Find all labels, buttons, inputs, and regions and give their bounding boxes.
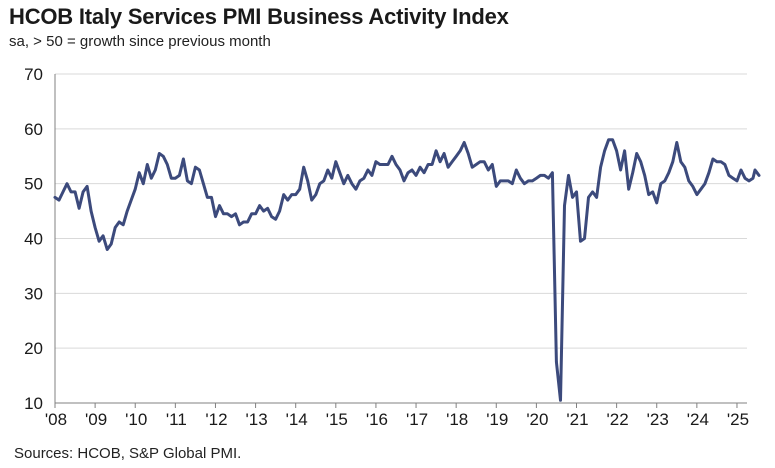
y-tick-label: 20	[24, 339, 43, 358]
x-tick-label: '14	[286, 410, 308, 429]
x-tick-label: '20	[526, 410, 548, 429]
x-tick-label: '18	[446, 410, 468, 429]
y-axis: 10 20 30 40 50 60 70	[24, 65, 43, 413]
y-tick-label: 40	[24, 230, 43, 249]
chart-title: HCOB Italy Services PMI Business Activit…	[9, 4, 509, 29]
series-line-0	[53, 138, 761, 402]
gridlines	[54, 73, 747, 404]
x-tick-label: '23	[647, 410, 669, 429]
y-tick-label: 50	[24, 175, 43, 194]
x-tick-label: '09	[85, 410, 107, 429]
x-tick-label: '12	[205, 410, 227, 429]
x-tick-label: '08	[45, 410, 67, 429]
y-tick-label: 70	[24, 65, 43, 84]
x-tick-label: '24	[687, 410, 709, 429]
chart-source: Sources: HCOB, S&P Global PMI.	[14, 445, 242, 462]
x-tick-label: '10	[125, 410, 147, 429]
x-tick-label: '11	[166, 410, 187, 429]
x-tick-label: '25	[727, 410, 749, 429]
x-tick-label: '13	[246, 410, 268, 429]
y-tick-label: 10	[24, 394, 43, 413]
y-tick-label: 30	[24, 284, 43, 303]
x-tick-label: '17	[406, 410, 428, 429]
x-tick-label: '21	[566, 410, 588, 429]
chart-subtitle: sa, > 50 = growth since previous month	[9, 33, 271, 50]
x-tick-label: '15	[326, 410, 348, 429]
series-group	[53, 138, 761, 402]
x-tick-label: '16	[366, 410, 388, 429]
x-axis: '08 '09 '10 '11 '12 '13 '14 '15 '16 '17 '18 '19 '20 '…	[45, 403, 749, 429]
y-tick-label: 60	[24, 120, 43, 139]
x-tick-label: '22	[607, 410, 629, 429]
x-tick-label: '19	[486, 410, 508, 429]
